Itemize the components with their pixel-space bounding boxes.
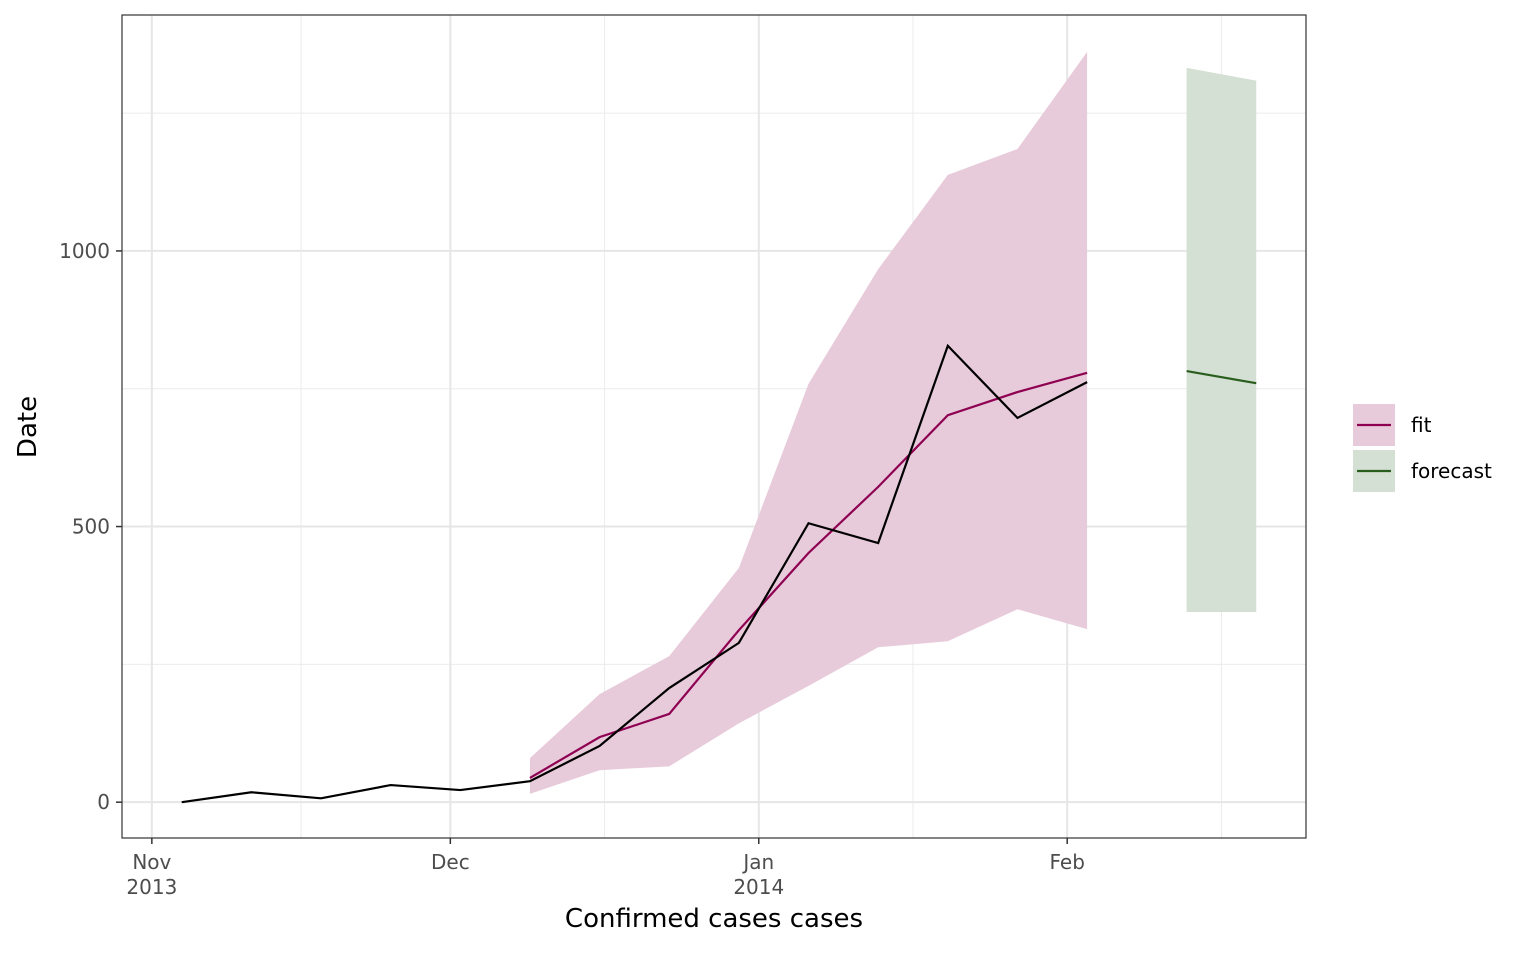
y-axis-title: Date (13, 396, 43, 458)
x-tick-line: Jan (741, 850, 774, 874)
ribbon (1186, 67, 1257, 612)
x-tick-label: Jan 2014 (733, 850, 784, 899)
x-tick-line: Feb (1049, 850, 1084, 874)
x-tick-line: 2013 (126, 875, 177, 899)
x-tick-line: Nov (132, 850, 171, 874)
x-tick-line: 2014 (733, 875, 784, 899)
legend-label: fit (1411, 413, 1432, 437)
x-tick-label: Feb (1049, 850, 1084, 874)
x-tick-label: Dec (431, 850, 470, 874)
ribbon (529, 51, 1088, 794)
observed-line (181, 343, 1088, 804)
line (529, 371, 1088, 779)
line (1186, 370, 1257, 385)
y-tick-label: 0 (97, 790, 110, 814)
x-tick-label: Nov 2013 (126, 850, 177, 899)
legend-label: forecast (1411, 459, 1492, 483)
y-tick-label: 1000 (59, 239, 110, 263)
x-axis-title: Confirmed cases cases (565, 904, 863, 934)
x-tick-line: Dec (431, 850, 470, 874)
y-tick-label: 500 (72, 515, 110, 539)
panel-border (121, 14, 1307, 839)
